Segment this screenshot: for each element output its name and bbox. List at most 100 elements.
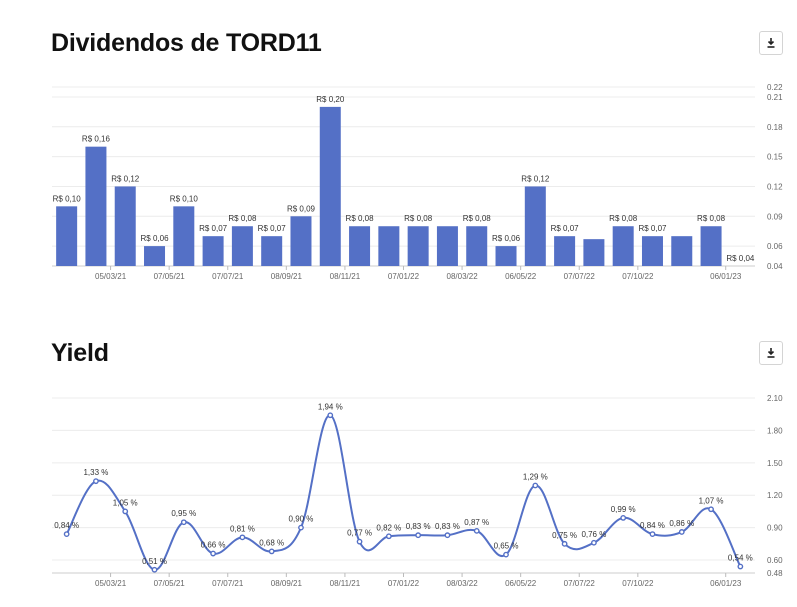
data-point	[503, 551, 509, 558]
bar	[436, 226, 458, 266]
dividends-bar-chart: 0.220.21 0.18 0.15 0.12 0.09 0.06 0.04 R$ 0,10 R…	[52, 83, 783, 281]
bar	[524, 186, 546, 266]
bar	[641, 236, 663, 266]
x-tick-label: 06/01/23	[710, 272, 742, 281]
bar-value-label: R$ 0,08	[609, 214, 638, 223]
data-point	[708, 506, 714, 513]
data-point	[268, 548, 275, 555]
x-tick-label: 07/05/21	[154, 272, 186, 281]
point-value-label: 0,90 %	[289, 515, 314, 524]
bar-value-label: R$ 0,10	[170, 194, 199, 203]
data-point	[327, 412, 334, 419]
data-point	[63, 531, 70, 538]
y-tick-label: 0.06	[767, 242, 783, 251]
data-point	[532, 482, 539, 489]
point-value-label: 0,87 %	[464, 518, 489, 527]
data-point	[180, 519, 187, 526]
point-value-label: 1,94 %	[318, 402, 343, 411]
data-point	[737, 563, 744, 570]
bar-value-label: R$ 0,08	[697, 214, 726, 223]
x-tick-label: 07/10/22	[622, 579, 654, 588]
point-value-label: 0,68 %	[259, 538, 284, 547]
point-value-label: 0,65 %	[494, 542, 519, 551]
bar-value-label: R$ 0,20	[316, 95, 345, 104]
bar	[231, 226, 253, 266]
data-point	[678, 529, 685, 535]
download-button[interactable]	[759, 31, 783, 55]
point-value-label: 0,95 %	[171, 509, 196, 518]
bar	[202, 236, 224, 266]
data-point	[385, 533, 392, 540]
x-tick-label: 08/11/21	[330, 579, 361, 588]
y-tick-label: 0.15	[767, 153, 783, 162]
bar	[114, 186, 136, 266]
x-tick-label: 07/07/22	[564, 272, 596, 281]
data-point	[649, 531, 656, 538]
x-tick-label: 07/05/21	[154, 579, 186, 588]
data-point	[93, 478, 99, 485]
y-tick-label: 0.48	[767, 569, 783, 578]
y-tick-label: 1.50	[767, 459, 783, 468]
data-point	[356, 538, 363, 545]
y-tick-label: 0.21	[767, 93, 783, 102]
point-value-label: 0,86 %	[669, 519, 694, 528]
x-tick-label: 08/09/21	[271, 579, 303, 588]
bar-value-label: R$ 0,07	[638, 224, 667, 233]
x-tick-label: 08/03/22	[447, 579, 479, 588]
bar-value-label: R$ 0,12	[111, 174, 140, 183]
x-tick-label: 08/11/21	[330, 272, 361, 281]
point-value-label: 0,66 %	[201, 541, 226, 550]
bar	[495, 246, 517, 266]
point-value-label: 0,51 %	[142, 557, 167, 566]
dividends-chart-title: Dividendos de TORD11	[51, 29, 322, 57]
bar	[378, 226, 400, 266]
yield-series-line	[65, 414, 742, 571]
bar-value-label: R$ 0,16	[82, 135, 111, 144]
y-tick-label: 1.20	[767, 491, 783, 500]
data-point	[444, 532, 451, 539]
bar-value-label: R$ 0,07	[551, 224, 580, 233]
bar-value-label: R$ 0,12	[521, 174, 550, 183]
bar	[290, 216, 312, 266]
x-tick-label: 05/03/21	[95, 579, 127, 588]
y-tick-label: 0.18	[767, 123, 783, 132]
bar	[56, 206, 78, 266]
bar-value-label: R$ 0,09	[287, 204, 316, 213]
bar-value-label: R$ 0,08	[228, 214, 257, 223]
bar	[671, 236, 693, 266]
x-tick-label: 07/10/22	[622, 272, 654, 281]
y-tick-label: 0.12	[767, 182, 783, 191]
download-button[interactable]	[759, 341, 783, 365]
x-tick-label: 07/01/22	[388, 579, 420, 588]
x-tick-label: 07/07/22	[564, 579, 596, 588]
x-tick-label: 07/07/21	[212, 272, 244, 281]
point-value-label: 0,81 %	[230, 524, 255, 533]
bar	[583, 239, 605, 266]
point-value-label: 0,84 %	[54, 521, 79, 530]
x-tick-label: 06/01/23	[710, 579, 742, 588]
y-tick-label: 0.04	[767, 262, 783, 271]
bar	[554, 236, 576, 266]
data-point	[122, 508, 129, 515]
point-value-label: 0,76 %	[581, 530, 606, 539]
y-tick-label: 0.90	[767, 524, 783, 533]
data-point	[210, 550, 217, 557]
point-value-label: 1,07 %	[699, 496, 724, 505]
bar	[319, 106, 341, 266]
download-icon	[767, 38, 775, 48]
point-value-label: 1,05 %	[113, 498, 138, 507]
point-value-label: 1,33 %	[83, 468, 108, 477]
x-tick-label: 06/05/22	[505, 272, 537, 281]
data-point	[415, 532, 422, 539]
point-value-label: 0,84 %	[640, 521, 665, 530]
x-tick-label: 07/01/22	[388, 272, 420, 281]
bar-value-label: R$ 0,10	[53, 194, 82, 203]
point-value-label: 1,29 %	[523, 473, 548, 482]
bar	[466, 226, 488, 266]
bar-value-label: R$ 0,06	[141, 234, 170, 243]
data-point	[620, 515, 627, 521]
y-tick-label: 0.22	[767, 83, 783, 92]
data-point	[151, 566, 158, 573]
point-value-label: 0,82 %	[376, 523, 401, 532]
